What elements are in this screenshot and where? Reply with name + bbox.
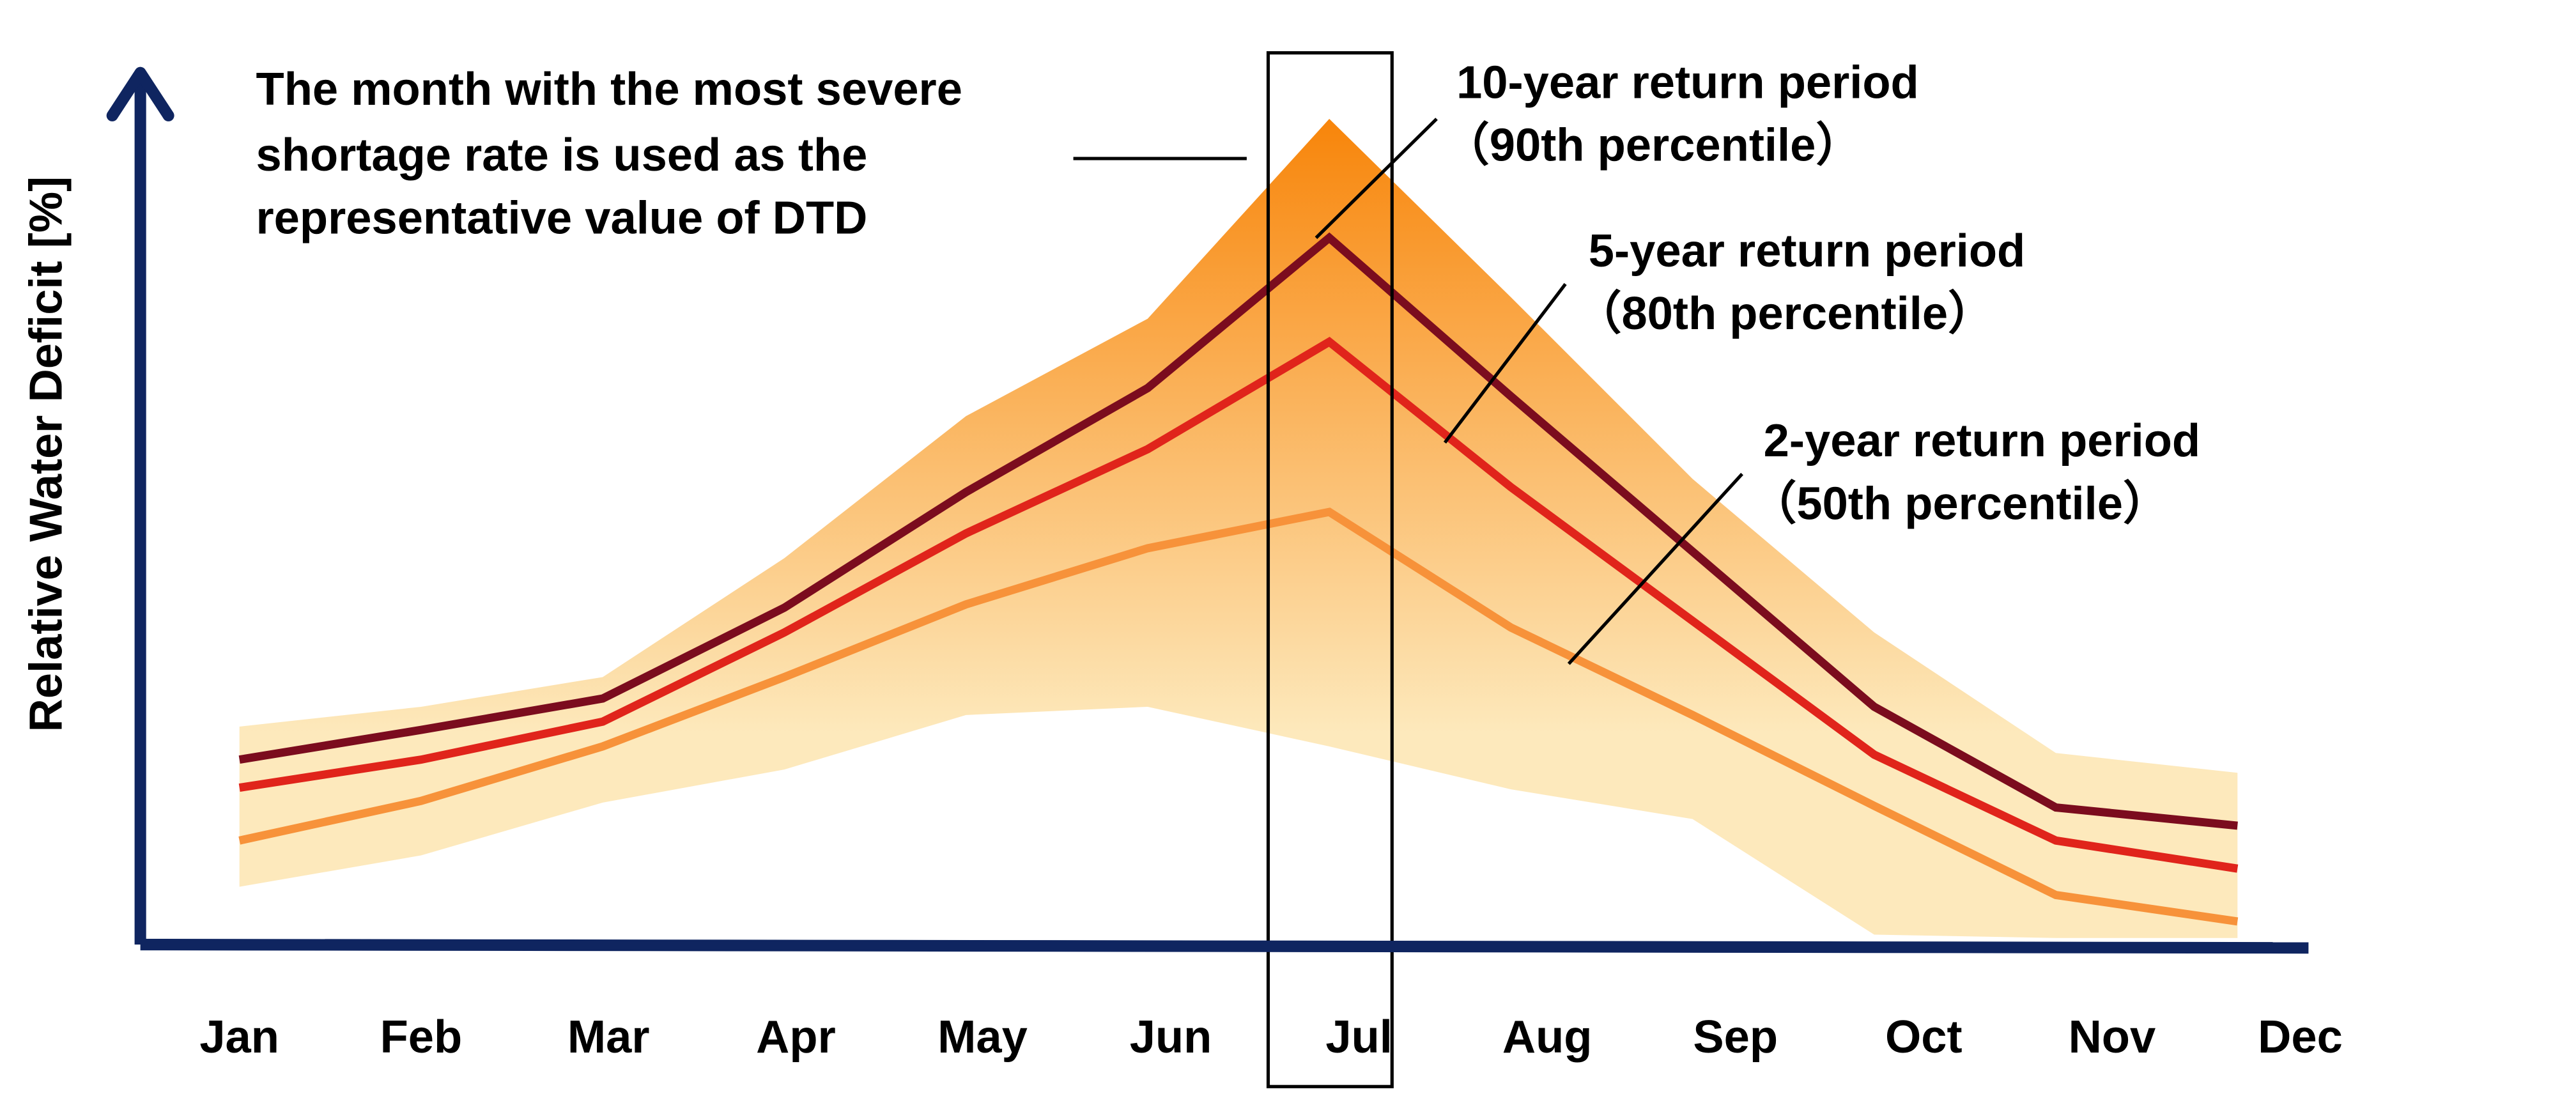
series-line: [238, 232, 2238, 830]
x-tick-label: May: [937, 1012, 1028, 1063]
y-axis-arrow: [106, 66, 174, 121]
x-tick-label: Jun: [1130, 1012, 1212, 1063]
series-note: （50th percentile）: [1750, 478, 2169, 529]
series-line: [238, 507, 2239, 926]
x-tick-label: Aug: [1502, 1012, 1593, 1063]
x-tick-label: Dec: [2258, 1012, 2343, 1063]
annotation-line: The month with the most severe: [256, 64, 962, 115]
series-label: 5-year return period: [1589, 226, 2025, 277]
series-label: 10-year return period: [1456, 57, 1919, 108]
series-label: 2-year return period: [1764, 415, 2200, 467]
series-leader: [1567, 472, 1744, 665]
series-note: （90th percentile）: [1443, 120, 1862, 171]
series-leader: [1443, 282, 1567, 444]
x-tick-label: Nov: [2069, 1012, 2156, 1063]
x-axis: [140, 938, 2309, 954]
series-leader: [1315, 118, 1438, 239]
series-line: [238, 337, 2239, 873]
x-tick-label: Sep: [1693, 1012, 1778, 1063]
x-tick-label: Jan: [199, 1012, 279, 1063]
x-tick-label: Mar: [567, 1012, 650, 1063]
series-note: （80th percentile）: [1575, 288, 1994, 339]
x-tick-label: Oct: [1885, 1012, 1963, 1063]
annotation-line: representative value of DTD: [256, 192, 868, 243]
annotation-line: shortage rate is used as the: [256, 130, 868, 181]
x-tick-label: Apr: [756, 1012, 836, 1063]
x-tick-label: Jul: [1325, 1012, 1392, 1063]
highlight-box: [1266, 51, 1394, 1088]
x-tick-label: Feb: [380, 1012, 463, 1063]
y-axis-label: Relative Water Deficit [%]: [21, 176, 72, 732]
